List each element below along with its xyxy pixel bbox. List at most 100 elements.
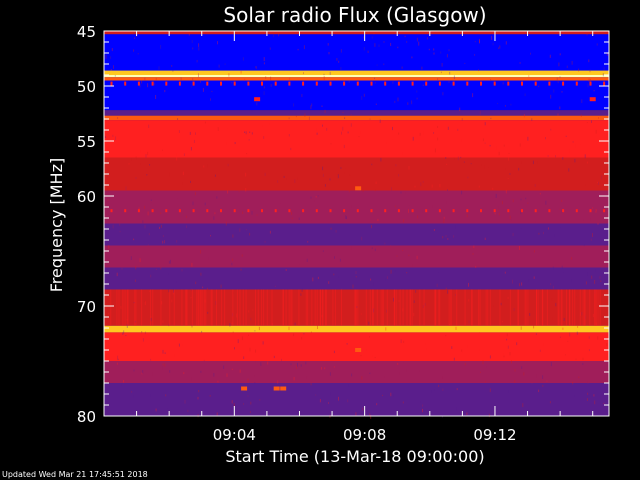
noise-speck: [572, 381, 574, 385]
interference-dot: [274, 81, 277, 86]
noise-speck: [425, 342, 427, 346]
noise-speck: [472, 253, 474, 255]
noise-speck: [588, 336, 590, 339]
noise-speck: [438, 384, 440, 387]
noise-speck: [241, 336, 243, 341]
frequency-band: [104, 110, 609, 116]
noise-speck: [402, 249, 404, 252]
noise-speck: [406, 369, 408, 372]
interference-dot: [603, 209, 606, 213]
noise-speck: [153, 82, 155, 86]
noise-speck: [181, 269, 183, 272]
noise-speck: [494, 213, 496, 215]
noise-speck: [426, 347, 428, 350]
noise-speck: [568, 168, 570, 172]
noise-speck: [162, 363, 164, 366]
noise-speck: [119, 230, 121, 233]
interference-dot: [466, 209, 469, 213]
noise-speck: [358, 136, 360, 138]
noise-speck: [400, 191, 402, 194]
burst-hotspot: [589, 97, 596, 102]
noise-speck: [346, 343, 348, 345]
noise-speck: [386, 276, 388, 279]
noise-speck: [461, 139, 462, 142]
noise-speck: [385, 327, 387, 331]
noise-speck: [225, 221, 227, 226]
noise-speck: [231, 400, 233, 404]
frequency-band: [104, 157, 609, 191]
noise-speck: [176, 153, 178, 156]
noise-speck: [560, 226, 562, 228]
noise-speck: [329, 71, 331, 75]
noise-speck: [273, 355, 275, 359]
noise-speck: [395, 205, 397, 208]
interference-dot: [356, 209, 359, 213]
noise-speck: [447, 290, 449, 294]
noise-speck: [416, 255, 418, 260]
noise-speck: [524, 93, 526, 97]
noise-speck: [343, 172, 345, 174]
noise-speck: [351, 157, 353, 162]
noise-speck: [285, 332, 287, 334]
noise-speck: [443, 218, 445, 223]
noise-speck: [514, 380, 516, 383]
noise-speck: [520, 211, 522, 215]
noise-speck: [283, 175, 285, 178]
noise-speck: [356, 306, 358, 308]
noise-speck: [503, 352, 505, 356]
noise-speck: [220, 284, 222, 289]
noise-speck: [334, 312, 336, 317]
noise-speck: [362, 189, 364, 192]
noise-speck: [317, 325, 318, 329]
interference-dot: [110, 81, 113, 86]
noise-speck: [382, 394, 383, 396]
noise-speck: [139, 83, 141, 88]
noise-speck: [348, 80, 350, 83]
noise-speck: [466, 214, 468, 218]
noise-speck: [588, 78, 590, 82]
noise-speck: [263, 91, 265, 95]
noise-speck: [360, 313, 362, 315]
noise-speck: [519, 143, 521, 147]
noise-speck: [250, 401, 252, 405]
noise-speck: [433, 389, 435, 392]
interference-dot: [411, 209, 414, 213]
noise-speck: [479, 332, 480, 334]
noise-speck: [419, 132, 421, 136]
noise-speck: [556, 77, 558, 82]
noise-speck: [443, 216, 445, 219]
noise-speck: [306, 258, 308, 262]
noise-speck: [105, 54, 107, 59]
frequency-band: [104, 115, 609, 121]
noise-speck: [507, 345, 509, 349]
frequency-band: [104, 75, 609, 78]
noise-speck: [145, 154, 147, 158]
noise-speck: [360, 354, 362, 357]
noise-speck: [545, 137, 546, 140]
noise-speck: [388, 288, 390, 290]
noise-speck: [130, 256, 132, 260]
noise-speck: [240, 268, 242, 271]
noise-speck: [565, 135, 567, 137]
noise-speck: [468, 320, 470, 324]
noise-speck: [589, 69, 591, 73]
noise-speck: [122, 332, 124, 335]
interference-dot: [151, 81, 154, 86]
noise-speck: [134, 320, 136, 323]
noise-speck: [402, 401, 404, 404]
noise-speck: [339, 258, 341, 262]
noise-speck: [288, 326, 290, 331]
noise-speck: [135, 177, 137, 180]
interference-dot: [110, 209, 113, 213]
noise-speck: [557, 113, 559, 116]
noise-speck: [273, 34, 275, 38]
noise-speck: [591, 120, 592, 123]
noise-speck: [297, 362, 298, 367]
noise-speck: [467, 345, 469, 349]
noise-speck: [249, 232, 251, 236]
noise-speck: [269, 47, 271, 50]
interference-dot: [329, 209, 332, 213]
noise-speck: [420, 182, 422, 187]
noise-speck: [228, 165, 230, 167]
noise-speck: [373, 308, 374, 313]
